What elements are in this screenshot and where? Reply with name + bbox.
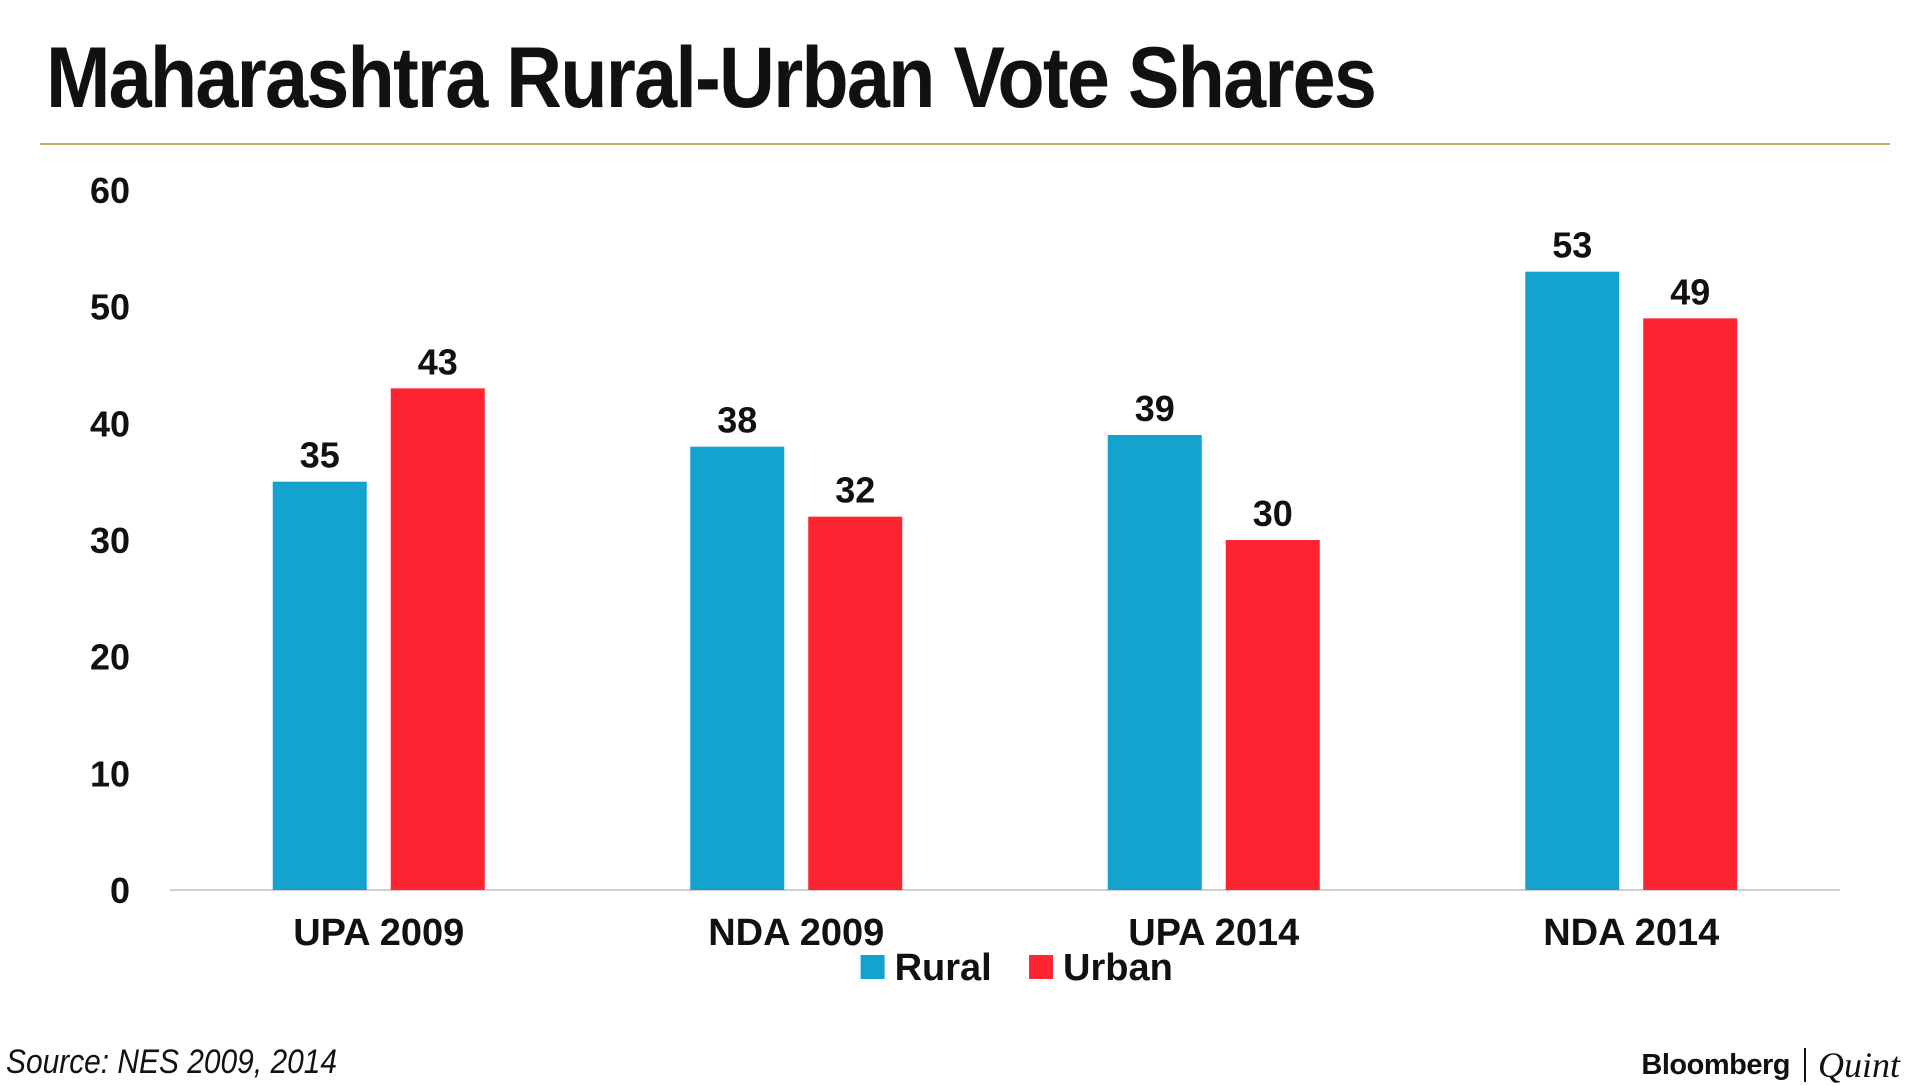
y-tick-label: 40 (90, 403, 130, 444)
data-label: 53 (1552, 225, 1592, 266)
bar-chart: 0 10 20 30 40 50 60 35 43 UPA 2009 38 32 NDA 2009 39 3… (90, 170, 1840, 989)
bar-urban (808, 516, 903, 890)
y-tick-label: 60 (90, 170, 130, 211)
data-label: 49 (1670, 271, 1710, 312)
y-tick-label: 10 (90, 753, 130, 794)
chart-title: Maharashtra Rural-Urban Vote Shares (46, 30, 1377, 126)
bar-rural (1107, 435, 1202, 890)
legend-label-urban: Urban (1063, 947, 1173, 989)
x-tick-label: NDA 2014 (1543, 912, 1719, 954)
data-label: 32 (835, 470, 875, 511)
bar-urban (1643, 318, 1738, 890)
data-label: 30 (1253, 493, 1293, 534)
legend-label-rural: Rural (895, 947, 992, 989)
source-note: Source: NES 2009, 2014 (6, 1043, 338, 1081)
data-label: 43 (418, 341, 458, 382)
bar-urban (1225, 540, 1320, 890)
brand-separator (1803, 1048, 1806, 1082)
x-tick-label: UPA 2014 (1128, 912, 1299, 954)
brand-logo: Bloomberg Quint (1641, 1045, 1900, 1085)
data-label: 35 (300, 435, 340, 476)
bar-urban (390, 388, 485, 890)
y-tick-label: 20 (90, 637, 130, 678)
bar-rural (1525, 271, 1620, 891)
legend-swatch-rural (860, 955, 885, 979)
bar-rural (272, 481, 367, 890)
title-divider (40, 143, 1890, 145)
y-tick-label: 50 (90, 287, 130, 328)
data-label: 39 (1135, 388, 1175, 429)
bar-rural (690, 446, 785, 890)
y-tick-label: 30 (90, 520, 130, 561)
y-tick-label: 0 (110, 870, 130, 911)
x-tick-label: UPA 2009 (293, 912, 464, 954)
legend-swatch-urban (1029, 955, 1053, 979)
x-tick-label: NDA 2009 (708, 912, 884, 954)
data-label: 38 (717, 400, 757, 441)
brand-bloomberg: Bloomberg (1641, 1048, 1790, 1081)
brand-quint: Quint (1817, 1045, 1900, 1085)
